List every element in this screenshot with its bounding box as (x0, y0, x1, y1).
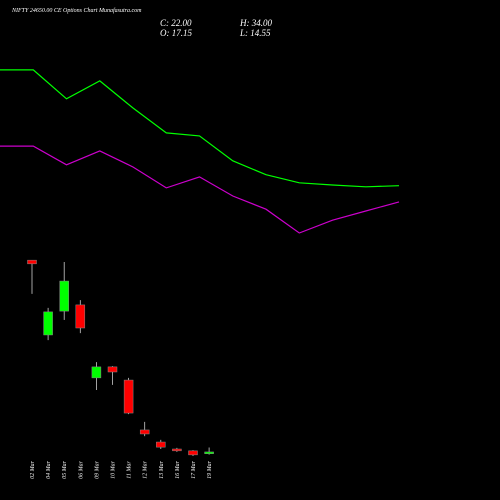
x-tick-label: 10 Mar (111, 460, 117, 478)
candle-body (204, 451, 214, 454)
chart-title: NIFTY 24650.00 CE Options Chart Munafasu… (11, 7, 142, 14)
candle-body (75, 304, 86, 329)
x-tick-label: 17 Mar (191, 460, 197, 478)
x-tick-label: 11 Mar (127, 461, 133, 479)
open-label: O: 17.15 (160, 28, 192, 38)
candle-body (123, 379, 134, 414)
candle-body (107, 366, 118, 373)
x-tick-label: 12 Mar (143, 460, 149, 478)
low-label: L: 14.55 (239, 28, 271, 38)
candle-body (172, 448, 182, 452)
x-tick-label: 16 Mar (175, 460, 181, 478)
x-tick-label: 05 Mar (62, 460, 68, 478)
candle-body (43, 311, 53, 336)
line (0, 145, 400, 234)
x-tick-label: 02 Mar (30, 460, 36, 478)
candle-body (188, 450, 198, 456)
candle-body (91, 366, 102, 379)
x-tick-label: 04 Mar (45, 460, 52, 478)
x-tick-label: 09 Mar (94, 460, 100, 478)
candle-body (27, 259, 37, 265)
candle-body (156, 441, 166, 448)
line (0, 69, 400, 188)
x-tick-label: 19 Mar (207, 460, 213, 478)
close-label: C: 22.00 (160, 18, 192, 28)
candle-body (139, 429, 150, 435)
x-tick-label: 06 Mar (78, 460, 84, 478)
high-label: H: 34.00 (239, 18, 272, 28)
x-tick-label: 13 Mar (159, 460, 165, 478)
candle-body (59, 280, 69, 312)
